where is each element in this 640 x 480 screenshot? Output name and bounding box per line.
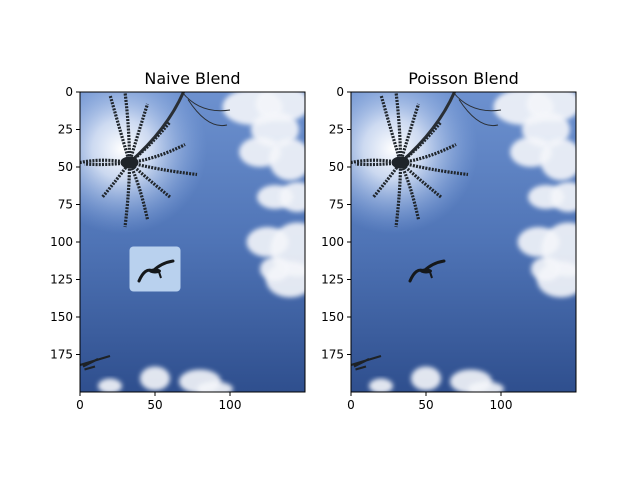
cloud [269, 138, 305, 181]
cloud [197, 381, 233, 392]
x-tick-label: 50 [147, 398, 162, 412]
sun-glow [80, 92, 207, 234]
bird-body [149, 268, 161, 274]
y-tick-label: 75 [329, 198, 344, 212]
y-tick-label: 50 [329, 160, 344, 174]
branch [452, 92, 502, 112]
cloud [531, 257, 561, 281]
small-palm [351, 354, 382, 371]
palm-frond [129, 160, 198, 177]
x-tick-label: 50 [418, 398, 433, 412]
y-tick-label: 125 [321, 273, 344, 287]
sun-glow [351, 92, 478, 234]
cloud [550, 182, 576, 212]
y-tick-label: 100 [50, 235, 73, 249]
axes-2: Poisson Blend 0 50 100 0 25 50 75 100 125 150 175 [321, 69, 577, 412]
palm-frond [400, 160, 469, 177]
palm-frond [123, 162, 132, 228]
x-tick-label: 0 [347, 398, 355, 412]
x-tick-label: 100 [490, 398, 513, 412]
y-tick-label: 0 [336, 85, 344, 99]
y-tick-label: 175 [50, 348, 73, 362]
cloud [140, 366, 170, 391]
y-tick-label: 25 [58, 123, 73, 137]
palm-frond [108, 94, 132, 163]
cloud [260, 257, 290, 281]
axes-title: Naive Blend [144, 69, 240, 88]
y-tick-label: 25 [329, 123, 344, 137]
palm-crown [391, 156, 410, 169]
cloud [369, 378, 393, 392]
image-2 [351, 92, 576, 392]
x-tick-label: 100 [219, 398, 242, 412]
image-1 [80, 92, 305, 392]
branch [187, 99, 228, 127]
axes-title: Poisson Blend [408, 69, 519, 88]
palm-frond [394, 162, 403, 228]
cloud [98, 378, 122, 392]
y-tick-label: 150 [50, 310, 73, 324]
y-tick-label: 75 [58, 198, 73, 212]
bird-body [420, 268, 432, 274]
small-palm [80, 354, 111, 371]
bird-tail [158, 271, 162, 279]
y-tick-label: 0 [65, 85, 73, 99]
y-tick-label: 175 [321, 348, 344, 362]
cloud [279, 182, 305, 212]
y-tick-label: 150 [321, 310, 344, 324]
palm-crown [120, 156, 139, 169]
bird-tail [429, 271, 433, 279]
cloud [411, 366, 441, 391]
y-tick-label: 125 [50, 273, 73, 287]
axes-1: Naive Blend 0 50 100 0 25 50 75 100 125 150 175 [50, 69, 306, 412]
x-tick-label: 0 [76, 398, 84, 412]
y-tick-label: 50 [58, 160, 73, 174]
branch [458, 99, 499, 127]
branch [181, 92, 231, 112]
y-tick-label: 100 [321, 235, 344, 249]
cloud [540, 138, 576, 181]
cloud [468, 381, 504, 392]
palm-frond [379, 94, 403, 163]
